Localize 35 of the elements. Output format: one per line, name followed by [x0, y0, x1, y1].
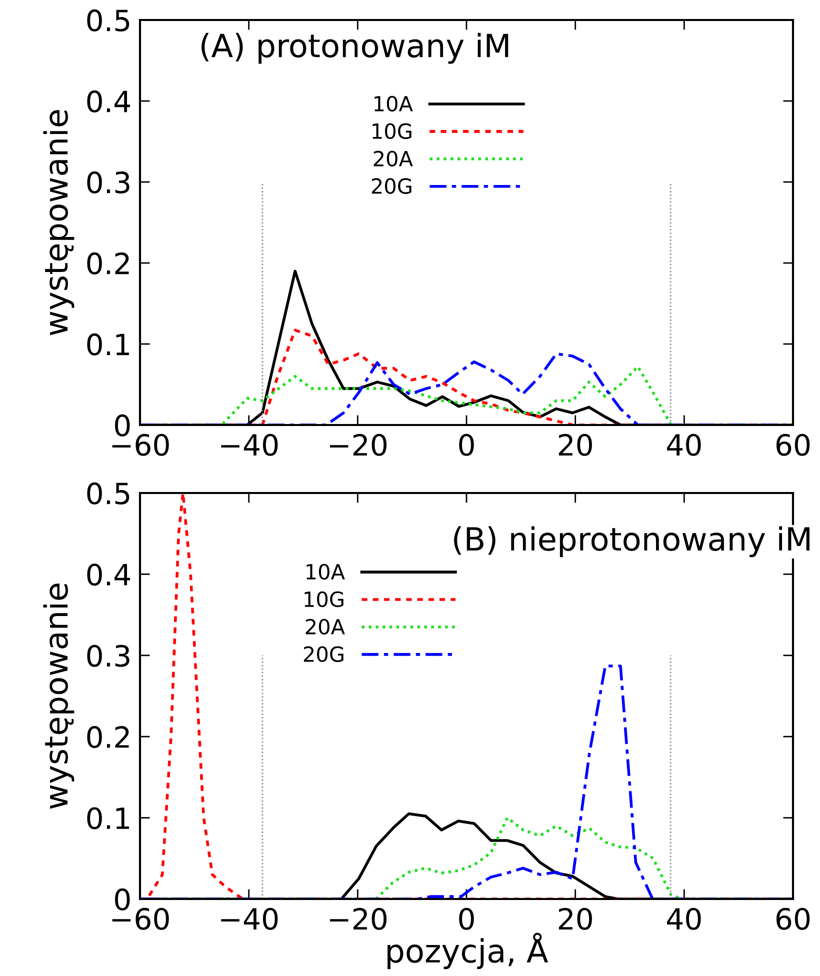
legend-label: 20G	[372, 178, 412, 194]
legend-label: 10A	[374, 96, 413, 112]
x-tick-label: 60	[776, 908, 810, 930]
y-axis-title: występowanie	[43, 110, 74, 336]
legend-label: 10G	[372, 123, 412, 140]
y-tick-label: 0.4	[87, 90, 130, 112]
legend-label: 20G	[304, 646, 344, 662]
chart-title: (A) protonowany iM	[202, 32, 508, 64]
x-tick-label: 20	[558, 908, 592, 930]
x-tick-label: 40	[667, 908, 701, 930]
y-tick-label: 0.5	[87, 482, 130, 504]
legend-label: 10A	[306, 564, 345, 580]
x-tick-label: 0	[459, 908, 474, 930]
x-tick-label: −20	[330, 908, 387, 930]
x-tick-label: 40	[667, 434, 701, 456]
y-tick-label: 0.5	[87, 9, 130, 32]
x-tick-label: 60	[776, 434, 810, 456]
y-axis-title: występowanie	[43, 584, 74, 809]
y-tick-label: 0.1	[87, 807, 129, 830]
y-tick-label: 0.2	[87, 252, 129, 274]
y-tick-label: 0.4	[87, 564, 130, 586]
x-tick-label: −40	[221, 434, 278, 456]
x-tick-label: 20	[558, 434, 592, 456]
x-tick-label: 0	[459, 434, 474, 456]
y-tick-label: 0.1	[87, 333, 129, 356]
y-tick-label: 0.2	[87, 726, 129, 748]
y-tick-label: 0.3	[87, 644, 130, 667]
x-tick-label: −40	[221, 908, 278, 930]
y-tick-label: 0.3	[87, 171, 130, 194]
text: (B) nieprotonowany iM	[454, 526, 810, 558]
legend-label: 20A	[374, 150, 413, 166]
legend-label: 20A	[306, 618, 345, 635]
legend-label: 10G	[304, 591, 344, 608]
x-axis-title: pozycja, Å	[388, 932, 548, 970]
x-tick-label: −20	[330, 434, 387, 456]
